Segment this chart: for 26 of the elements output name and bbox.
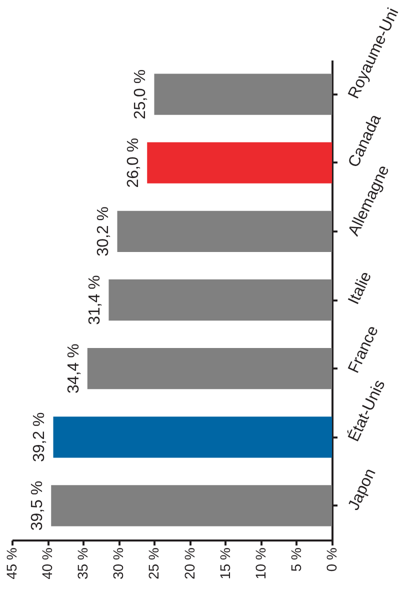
y-tick-label: Japon [346, 466, 380, 513]
x-tick-label: 40 % [39, 548, 56, 580]
y-tick-label: Italie [346, 269, 376, 308]
bar [147, 142, 332, 184]
bar [87, 348, 332, 390]
data-label: 31,4 % [86, 275, 104, 325]
x-tick-label: 10 % [252, 548, 268, 580]
bar [51, 485, 332, 526]
data-label: 39,5 % [29, 480, 46, 531]
data-label: 34,4 % [65, 344, 82, 394]
data-label: 39,2 % [31, 412, 48, 462]
x-tick-label: 20 % [181, 548, 198, 580]
bar [154, 74, 332, 115]
x-tick-label: 30 % [110, 548, 126, 580]
data-label: 30,2 % [95, 206, 112, 256]
bar [53, 416, 332, 458]
x-tick-label: 25 % [146, 548, 162, 580]
data-label: 26,0 % [125, 138, 142, 188]
bar [117, 210, 332, 252]
x-tick-label: 0 % [324, 548, 340, 572]
x-tick-label: 45 % [4, 548, 20, 580]
x-tick-label: 5 % [288, 548, 304, 572]
x-tick-label: 35 % [74, 548, 91, 580]
data-label: 25,0 % [132, 69, 150, 120]
bar [108, 279, 332, 321]
x-tick-label: 15 % [216, 548, 233, 580]
